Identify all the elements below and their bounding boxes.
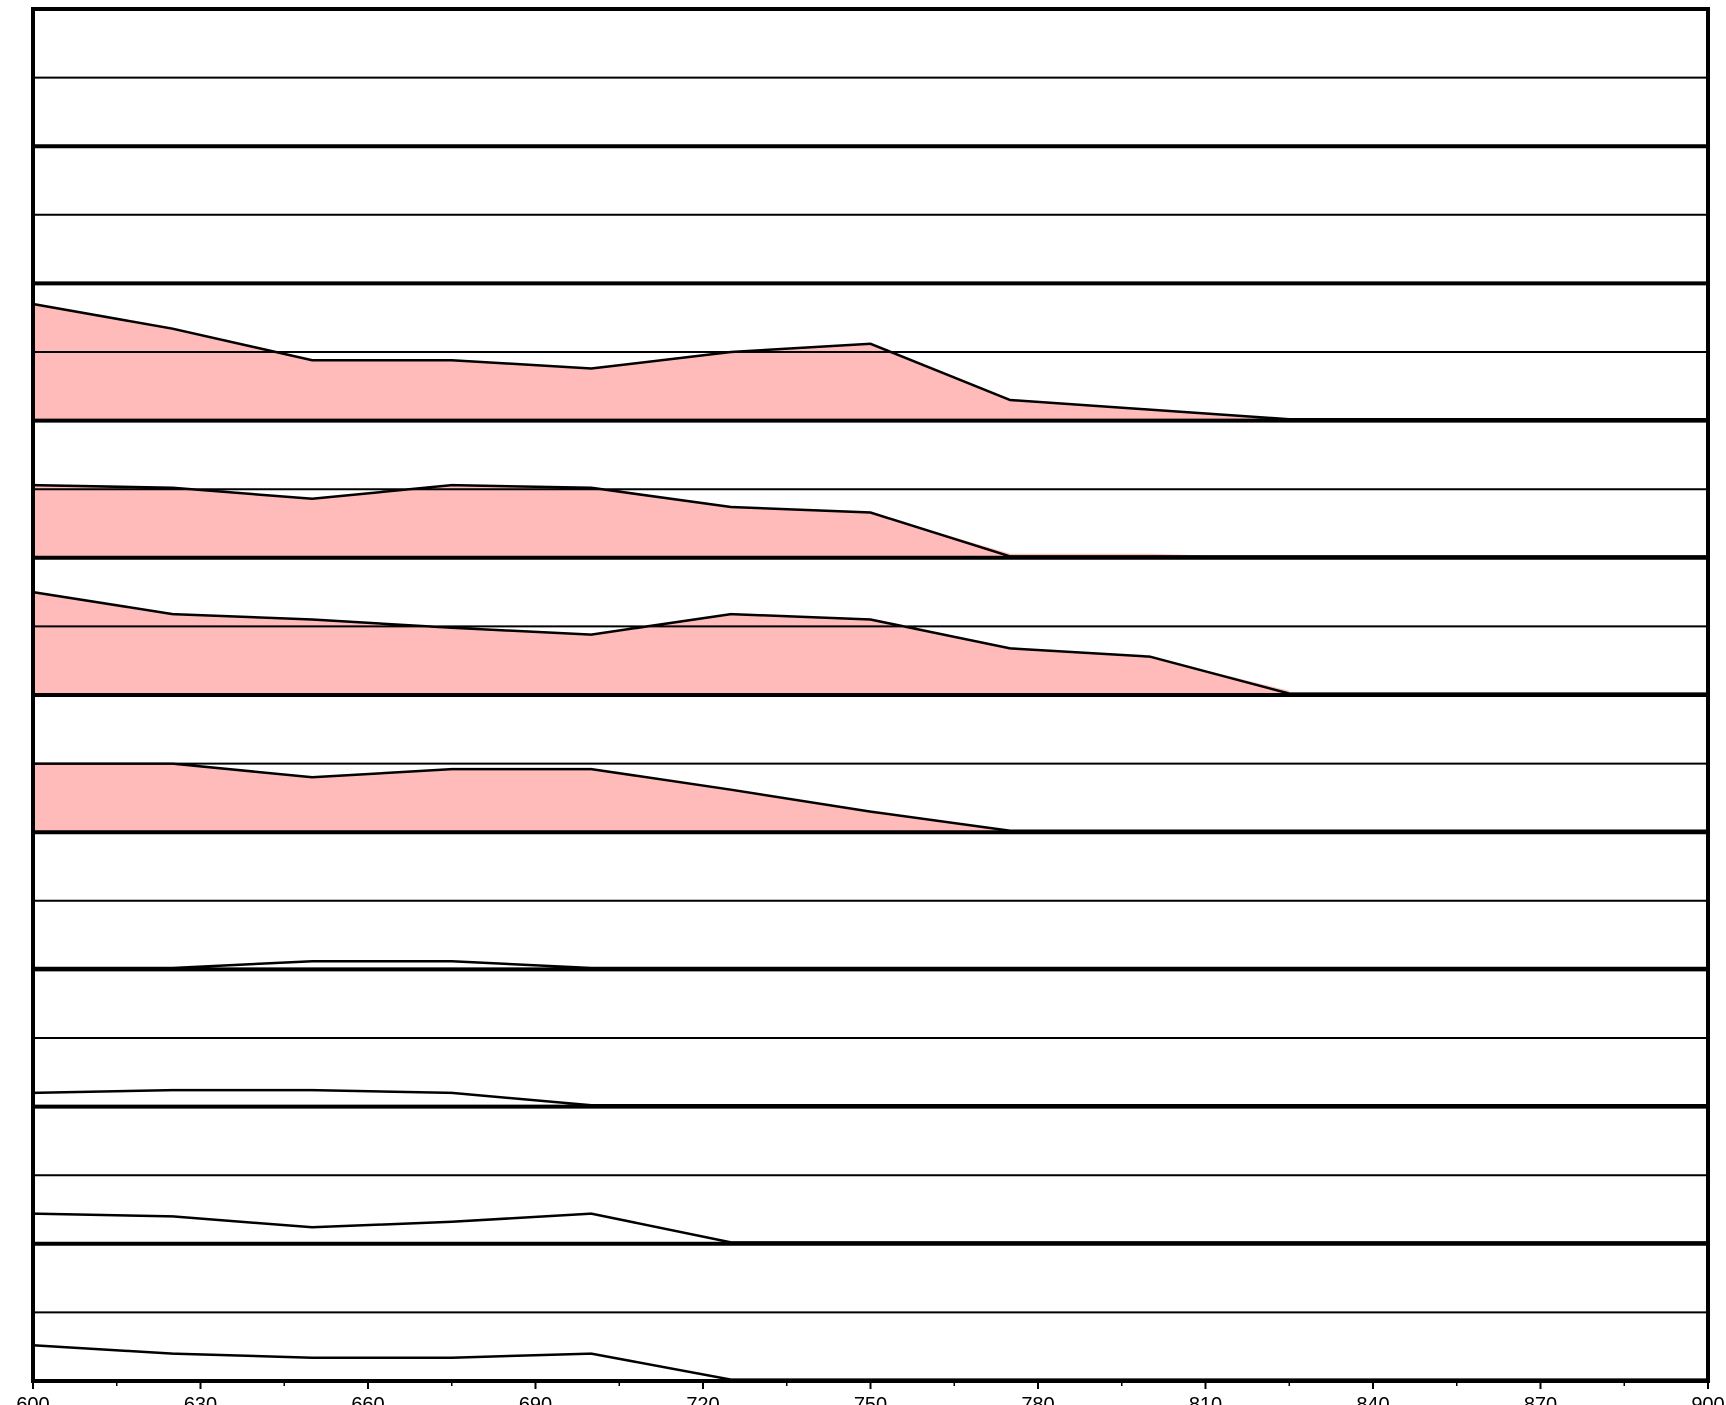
band-5 — [32, 590, 1708, 695]
x-tick-label: 840 — [1356, 1394, 1389, 1405]
band-3-line — [32, 302, 1708, 421]
band-3-fill — [33, 304, 1290, 421]
band-5-line — [32, 590, 1708, 695]
x-tick-label: 660 — [351, 1394, 384, 1405]
x-tick-label: 810 — [1189, 1394, 1222, 1405]
x-tick-label: 780 — [1021, 1394, 1054, 1405]
x-axis: 600 630 660 690 720 750 780 810 840 870 900 — [16, 1381, 1725, 1405]
band-3 — [32, 302, 1708, 421]
x-tick-label: 630 — [184, 1394, 217, 1405]
band-6-fill — [33, 763, 1290, 833]
x-tick-label: 720 — [686, 1394, 719, 1405]
bands — [32, 76, 1708, 1381]
band-4-fill — [33, 485, 1290, 558]
band-5-fill — [33, 592, 1290, 695]
x-tick-label: 900 — [1691, 1394, 1724, 1405]
x-tick-label: 750 — [854, 1394, 887, 1405]
x-tick-label: 870 — [1524, 1394, 1557, 1405]
chart-frame — [31, 7, 1710, 1383]
x-tick-label: 600 — [16, 1394, 49, 1405]
x-tick-label: 690 — [519, 1394, 552, 1405]
